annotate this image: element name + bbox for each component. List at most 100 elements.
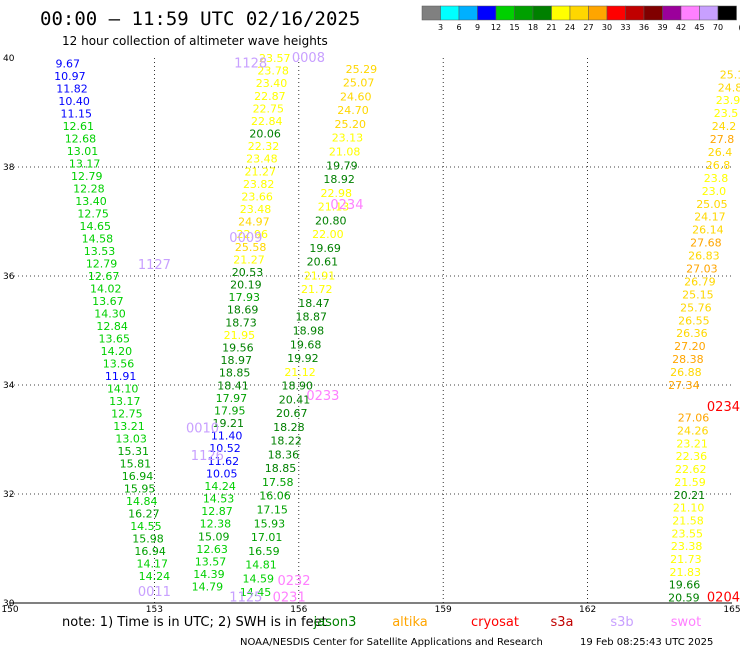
wave-height-value: 12.79 [71, 170, 103, 183]
scale-swatch [588, 5, 608, 21]
scale-swatch [477, 5, 497, 21]
wave-height-value: 22.62 [675, 463, 707, 476]
scale-swatch [458, 5, 478, 21]
wave-height-value: 27.20 [674, 340, 706, 353]
scale-swatch [643, 5, 663, 21]
wave-height-value: 14.30 [94, 307, 126, 320]
y-tick-label: 30 [3, 599, 15, 609]
wave-height-value: 14.55 [130, 520, 162, 533]
axis-ticks: 150 153 156 159 162 165 30 32 34 36 38 40 [1, 54, 740, 615]
wave-height-value: 14.79 [192, 581, 224, 594]
wave-height-value: 14.02 [90, 282, 122, 295]
x-tick-label: 165 [723, 605, 740, 615]
wave-height-value: 14.24 [139, 570, 171, 583]
wave-height-value: 11.62 [208, 455, 240, 468]
footer-timestamp: 19 Feb 08:25:43 UTC 2025 [580, 637, 713, 648]
wave-height-value: 25.29 [346, 63, 378, 76]
wave-height-value: 15.09 [198, 530, 230, 543]
wave-height-value: 14.59 [243, 572, 275, 585]
wave-height-value: 19.79 [326, 159, 358, 172]
scale-label: 9 [475, 23, 480, 32]
wave-height-value: 20.67 [276, 407, 308, 420]
wave-height-value: 26.4 [708, 146, 733, 159]
x-tick-label: 162 [579, 605, 596, 615]
wave-height-value: 17.58 [262, 476, 294, 489]
wave-height-value: 14.58 [82, 232, 114, 245]
track-id-label: 1126 [191, 449, 224, 464]
wave-height-value: 23.40 [256, 77, 288, 90]
scale-swatch [532, 5, 552, 21]
x-tick-label: 153 [146, 605, 163, 615]
wave-height-value: 23.0 [702, 185, 727, 198]
wave-height-value: 18.98 [293, 325, 325, 338]
wave-height-value: 19.92 [287, 352, 319, 365]
track-id-label: 1127 [138, 258, 171, 273]
mission-legend-item: swot [671, 615, 701, 630]
wave-height-value: 23.9 [716, 94, 740, 107]
wave-height-value: 18.36 [268, 448, 300, 461]
wave-height-value: 23.48 [240, 203, 272, 216]
wave-height-value: 23.21 [676, 437, 708, 450]
wave-height-value: 20.41 [279, 393, 311, 406]
wave-height-value: 25.1 [720, 68, 740, 81]
wave-height-value: 25.15 [682, 288, 714, 301]
wave-height-value: 14.20 [101, 345, 133, 358]
track-id-label: 0009 [229, 231, 262, 246]
wave-height-value: 11.91 [105, 370, 137, 383]
scale-swatch [569, 5, 589, 21]
scale-label: 45 [694, 23, 704, 32]
track-labels: 1128 0008 1127 0009 0234 0233 0010 1126 0011 1125… [138, 51, 740, 606]
wave-height-value: 12.68 [65, 132, 97, 145]
wave-height-value: 26.83 [688, 250, 720, 263]
track-id-label: 0010 [186, 422, 219, 437]
wave-height-value: 12.61 [63, 120, 95, 133]
wave-height-value: 15.93 [254, 517, 286, 530]
wave-height-value: 24.26 [677, 425, 709, 438]
wave-height-value: 16.27 [128, 507, 160, 520]
scale-swatch [606, 5, 626, 21]
wave-height-value: 14.17 [137, 557, 169, 570]
plot-grid [10, 58, 732, 604]
mission-legend-item: jason3 [313, 615, 357, 630]
wave-height-value: 11.15 [60, 107, 92, 120]
wave-height-value: 21.10 [673, 502, 705, 515]
wave-height-value: 22.96 [237, 228, 269, 241]
wave-height-value: 18.90 [282, 380, 314, 393]
wave-height-value: 23.38 [671, 540, 703, 553]
wave-height-value: 24.17 [694, 211, 726, 224]
scale-label: 24 [565, 23, 575, 32]
wave-height-value: 21.27 [233, 253, 265, 266]
wave-height-value: 12.63 [196, 543, 228, 556]
wave-height-value: 21.13 [318, 201, 350, 214]
wave-height-value: 18.47 [298, 297, 330, 310]
wave-height-value: 10.52 [209, 442, 241, 455]
track-id-label: 0234 [707, 400, 740, 415]
wave-height-value: 17.01 [251, 531, 283, 544]
wave-height-value: 26.36 [676, 327, 708, 340]
wave-height-value: 18.92 [323, 173, 355, 186]
wave-height-value: 19.69 [309, 242, 341, 255]
wave-height-value: 21.83 [669, 566, 701, 579]
wave-height-value: 26.79 [684, 275, 716, 288]
wave-height-value: 14.53 [203, 493, 235, 506]
wave-height-value: 12.75 [111, 407, 143, 420]
wave-height-value: 19.68 [290, 338, 322, 351]
wave-height-value: 20.61 [307, 256, 339, 269]
x-tick-label: 150 [1, 605, 18, 615]
wave-height-value: 13.17 [109, 395, 141, 408]
wave-height-value: 19.56 [222, 341, 254, 354]
wave-height-value: 24.70 [337, 104, 369, 117]
wave-height-value: 21.72 [301, 283, 333, 296]
wave-height-value: 18.85 [265, 462, 297, 475]
scale-swatch [495, 5, 515, 21]
wave-height-value: 15.31 [118, 445, 150, 458]
wave-height-value: 14.45 [240, 586, 272, 599]
scale-label: 30 [602, 23, 612, 32]
wave-height-value: 28.38 [672, 353, 704, 366]
wave-height-value: 18.28 [273, 421, 305, 434]
wave-height-value: 20.59 [668, 592, 700, 605]
wave-height-points: 9.6710.9711.8210.4011.1512.6112.6813.011… [54, 52, 740, 605]
wave-height-value: 14.39 [193, 568, 225, 581]
wave-height-value: 23.55 [672, 527, 704, 540]
